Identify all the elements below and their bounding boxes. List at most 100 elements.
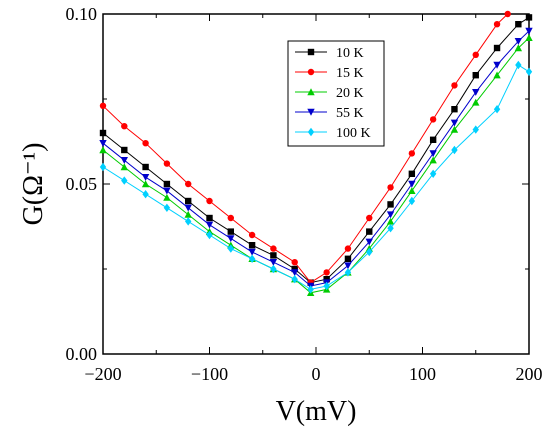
data-point (99, 162, 107, 172)
data-point (525, 67, 533, 76)
data-point (366, 214, 373, 222)
data-point (493, 105, 501, 114)
data-point (408, 196, 416, 206)
series-line (102, 37, 530, 294)
data-point (248, 248, 256, 256)
data-point (472, 89, 480, 96)
data-point (365, 238, 373, 246)
data-point (141, 174, 150, 181)
data-point (227, 235, 235, 243)
data-point (408, 150, 416, 157)
data-point (269, 259, 278, 266)
data-point (163, 180, 171, 188)
data-point (248, 242, 256, 249)
data-point (493, 61, 501, 69)
data-point (515, 21, 522, 28)
data-point (206, 230, 213, 240)
data-point (121, 123, 128, 130)
series-line (102, 16, 530, 284)
data-point (99, 140, 107, 147)
data-point (163, 193, 171, 201)
x-tick-label: 200 (516, 364, 543, 384)
data-point (99, 146, 107, 154)
data-point (185, 180, 192, 188)
data-point (206, 214, 213, 222)
legend-label: 100 K (336, 126, 371, 141)
data-point (184, 210, 192, 218)
data-point (429, 156, 437, 164)
legend-label: 20 K (336, 86, 364, 101)
axis-ticks: −200 −100 0 100 200 0.00 0.05 0.10 (66, 4, 543, 384)
data-point (291, 259, 298, 266)
data-point (514, 38, 523, 45)
data-point (291, 269, 299, 277)
data-point (387, 224, 394, 233)
data-point (525, 27, 533, 35)
legend: 10 K 15 K 20 K 55 K 100 K (287, 40, 385, 147)
series-line (102, 30, 530, 287)
data-point (493, 44, 501, 52)
series-5 (99, 60, 533, 294)
data-point (270, 264, 277, 274)
legend-label: 15 K (336, 66, 364, 81)
data-point (429, 116, 437, 123)
x-tick-label: 0 (312, 364, 321, 384)
legend-label: 10 K (336, 46, 364, 61)
series-line (102, 64, 530, 290)
data-point (120, 157, 128, 164)
data-point (344, 255, 352, 262)
legend-marker (307, 88, 315, 96)
data-point (386, 217, 395, 225)
data-point (142, 140, 149, 147)
data-point (472, 98, 480, 106)
data-point (291, 275, 298, 284)
data-point (227, 228, 234, 235)
data-point (99, 102, 107, 110)
legend-marker (307, 48, 315, 56)
data-point (408, 180, 416, 188)
data-point (99, 129, 107, 137)
data-point (472, 51, 479, 58)
series-2 (99, 10, 511, 286)
data-point (493, 21, 501, 28)
legend-label: 55 K (336, 106, 364, 121)
data-point (429, 136, 437, 143)
data-point (387, 201, 394, 208)
data-point (450, 125, 459, 133)
data-point (472, 72, 479, 79)
data-point (366, 228, 373, 235)
data-point (248, 231, 256, 239)
data-point (121, 146, 128, 154)
data-point (504, 10, 511, 18)
data-point (451, 82, 458, 89)
data-point (429, 169, 437, 178)
data-point (515, 60, 522, 70)
legend-marker (307, 68, 315, 76)
data-point (163, 203, 171, 212)
x-tick-label: −200 (84, 364, 121, 384)
legend-marker (307, 127, 315, 137)
data-point (451, 106, 458, 113)
data-point (429, 150, 437, 158)
data-point (525, 14, 533, 21)
data-point (387, 184, 394, 191)
data-point (451, 145, 458, 155)
data-point (525, 34, 533, 41)
data-point (142, 190, 149, 199)
data-point (227, 214, 234, 222)
data-point (142, 163, 149, 171)
data-point (270, 252, 277, 259)
x-axis-title: V(mV) (276, 396, 357, 427)
data-point (472, 125, 479, 134)
data-point (185, 197, 192, 205)
legend-marker (307, 108, 315, 116)
data-point (184, 204, 192, 212)
data-point (386, 211, 395, 219)
data-point (291, 265, 298, 273)
series-4 (99, 27, 533, 290)
legend-box (287, 40, 385, 147)
data-point (163, 187, 171, 195)
data-point (344, 245, 352, 252)
